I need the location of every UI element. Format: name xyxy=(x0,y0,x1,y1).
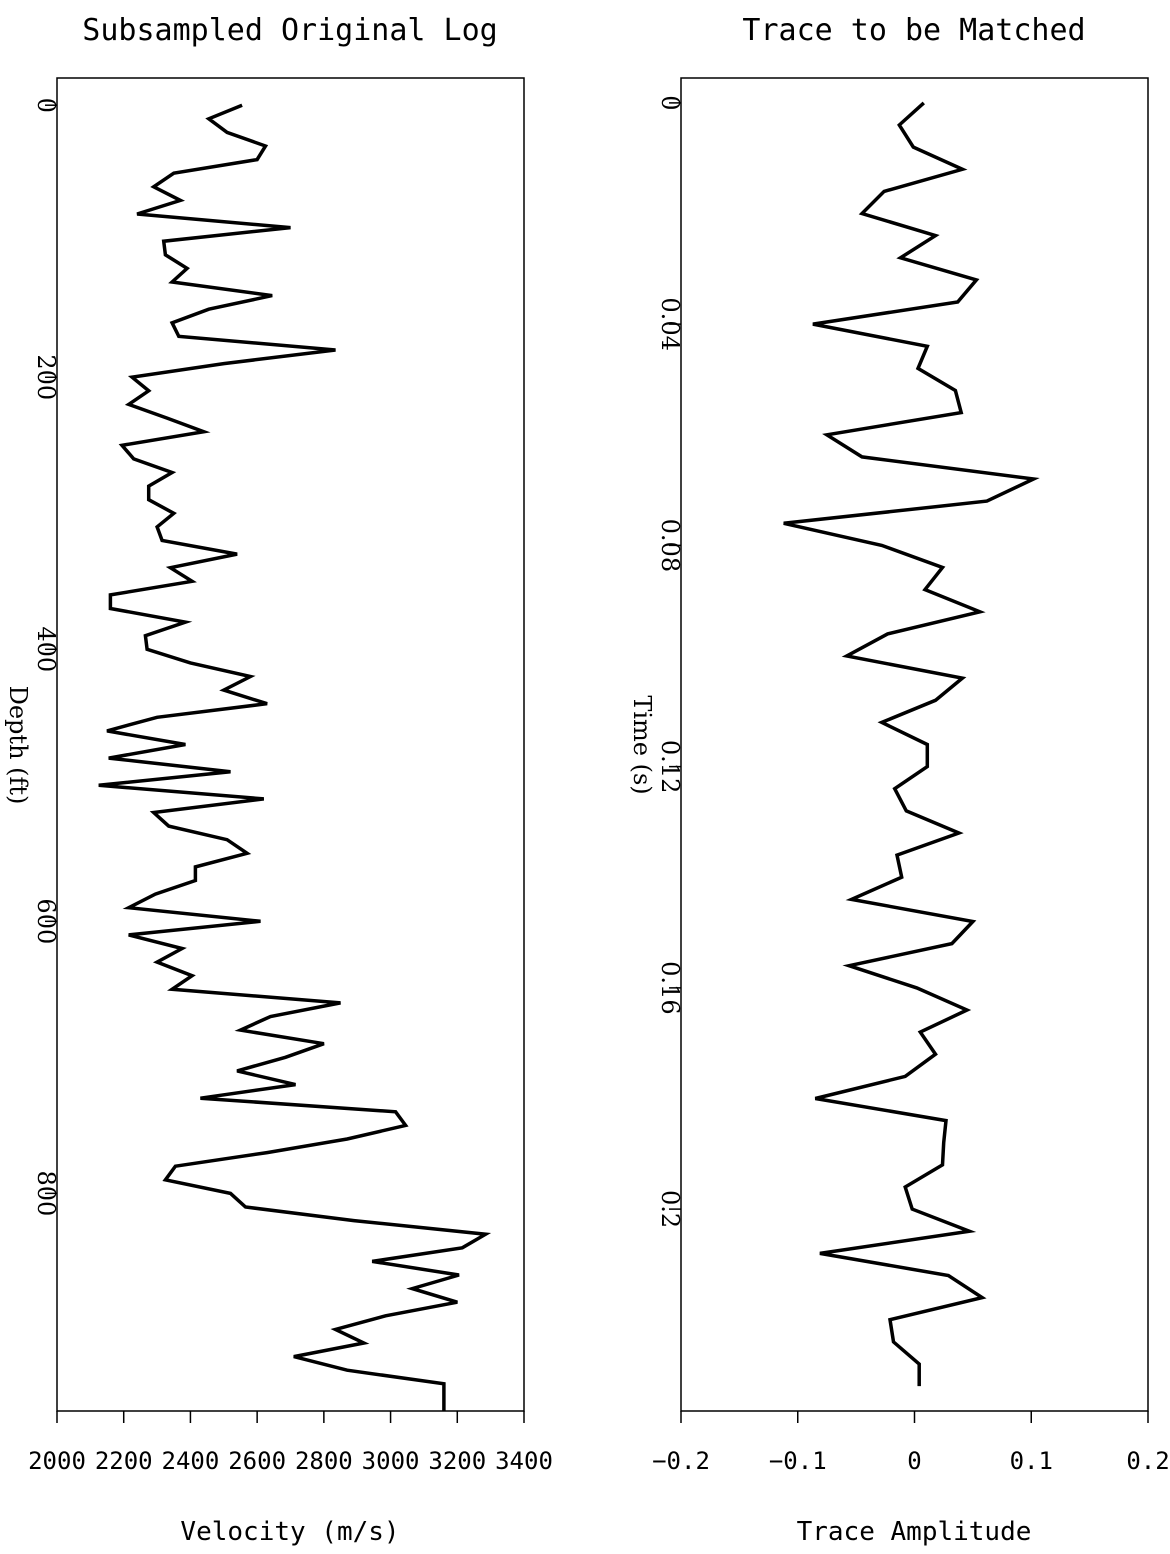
y-tick-label: 0 xyxy=(32,98,60,113)
y-tick-label: 200 xyxy=(32,354,60,400)
y-tick-label: 0.04 xyxy=(656,297,684,350)
series-line xyxy=(98,103,492,1411)
y-tick-label: 400 xyxy=(32,626,60,672)
x-tick-label: −0.2 xyxy=(652,1447,710,1475)
x-tick-label: 2600 xyxy=(228,1447,286,1475)
y-tick-label: 600 xyxy=(32,898,60,944)
y-axis-ticks: 0 0.04 0.08 0.12 0.16 0.2 xyxy=(656,95,684,1228)
x-axis-ticks: 2000 2200 2400 2600 2800 3000 3200 3400 xyxy=(28,1411,553,1475)
plot-frame xyxy=(56,77,525,1412)
x-tick-label: −0.1 xyxy=(769,1447,827,1475)
y-tick-label: 0.16 xyxy=(656,961,684,1014)
x-tick-label: 0.2 xyxy=(1126,1447,1169,1475)
y-tick-label: 800 xyxy=(32,1170,60,1216)
x-axis-ticks: −0.2 −0.1 0 0.1 0.2 xyxy=(652,1411,1170,1475)
y-axis-label: Depth (ft) xyxy=(4,686,32,805)
x-axis-label: Trace Amplitude xyxy=(797,1517,1032,1547)
y-axis-ticks: 0 200 400 600 800 xyxy=(32,98,60,1217)
chart-title: Trace to be Matched xyxy=(742,13,1085,48)
series-line xyxy=(783,101,1040,1387)
x-tick-label: 2800 xyxy=(295,1447,353,1475)
y-axis-label: Time (s) xyxy=(628,695,656,794)
chart-title: Subsampled Original Log xyxy=(82,13,497,48)
x-tick-label: 2200 xyxy=(95,1447,153,1475)
y-tick-label: 0 xyxy=(656,95,684,110)
panel-velocity-log: Subsampled Original Log 2000 2200 2400 2600… xyxy=(4,13,553,1547)
y-tick-label: 0.12 xyxy=(656,740,684,793)
x-axis-label: Velocity (m/s) xyxy=(180,1517,399,1547)
x-tick-label: 2000 xyxy=(28,1447,86,1475)
x-tick-label: 3400 xyxy=(495,1447,553,1475)
x-tick-label: 3000 xyxy=(362,1447,420,1475)
panel-trace: Trace to be Matched −0.2 −0.1 0 0.1 0.2 0 0.0… xyxy=(628,13,1170,1547)
x-tick-label: 0.1 xyxy=(1010,1447,1053,1475)
x-tick-label: 3200 xyxy=(428,1447,486,1475)
y-tick-label: 0.2 xyxy=(656,1190,684,1228)
y-tick-label: 0.08 xyxy=(656,519,684,572)
x-tick-label: 0 xyxy=(907,1447,921,1475)
x-tick-label: 2400 xyxy=(162,1447,220,1475)
